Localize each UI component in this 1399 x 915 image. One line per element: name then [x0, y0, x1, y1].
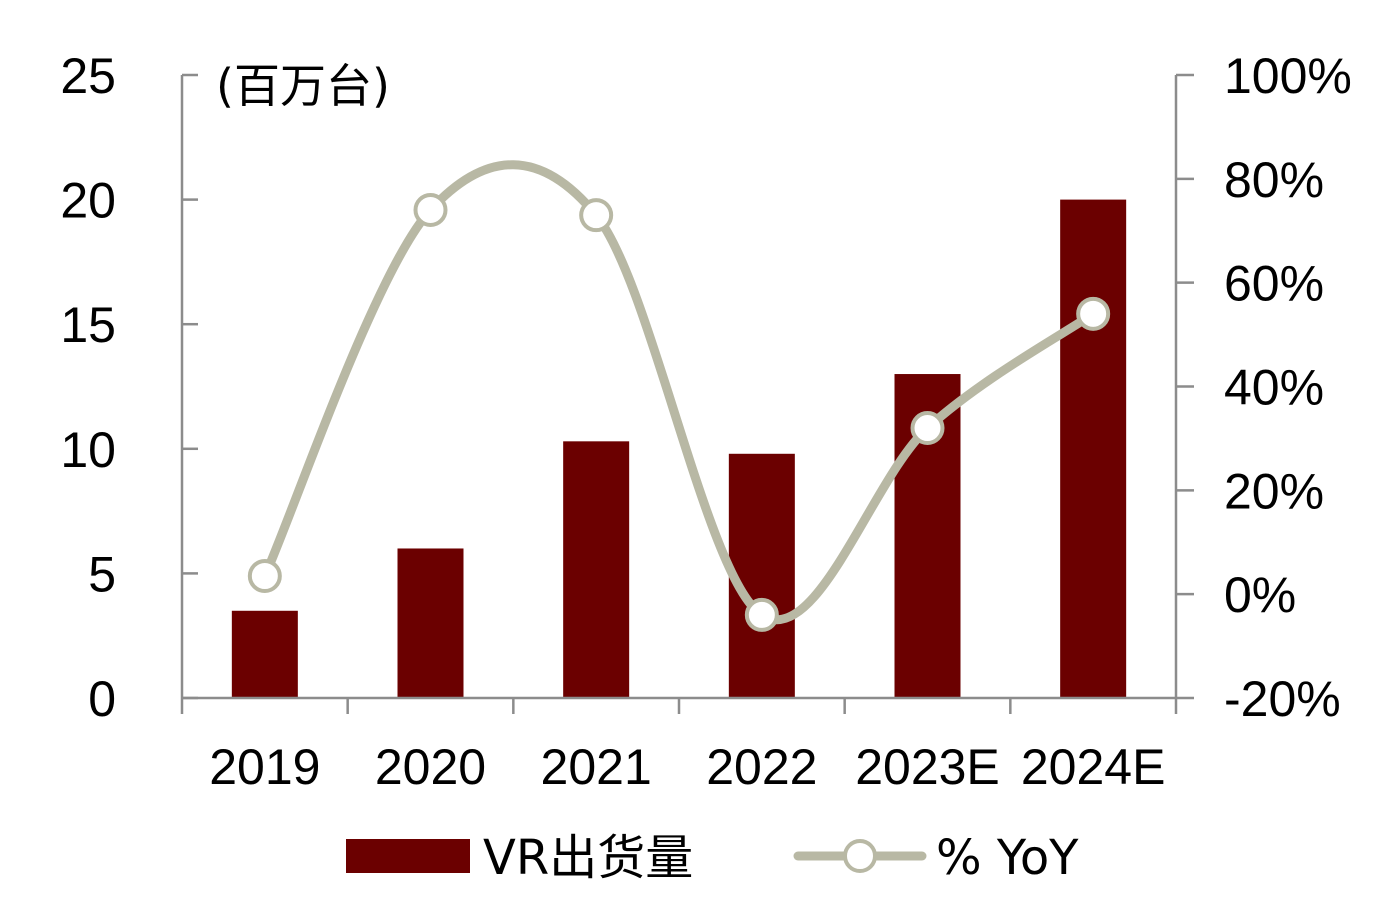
right-tick-label: 40% [1224, 360, 1324, 416]
right-tick-label: 100% [1224, 48, 1352, 104]
legend: VR出货量 % YoY [346, 830, 1079, 886]
legend-line-marker [843, 839, 877, 873]
bar-2019 [231, 610, 298, 698]
yoy-point-2020 [413, 192, 448, 227]
yoy-point-2024E [1076, 296, 1111, 331]
x-tick-label: 2020 [375, 739, 486, 795]
legend-line-label: % YoY [936, 830, 1079, 886]
right-axis-ticks: -20% 0% 20% 40% 60% 80% 100% [1176, 48, 1352, 727]
left-tick-label: 5 [88, 546, 116, 602]
right-tick-label: 60% [1224, 256, 1324, 312]
yoy-point-2022 [744, 597, 779, 632]
left-tick-label: 15 [60, 297, 116, 353]
legend-bar-label: VR出货量 [483, 830, 693, 886]
left-axis-ticks: 0 5 10 15 20 25 [60, 48, 198, 727]
yoy-line [260, 160, 1098, 625]
right-tick-label: -20% [1224, 671, 1341, 727]
bar-2024E [1060, 199, 1127, 698]
left-axis-unit-label: (百万台) [216, 59, 390, 113]
legend-bar-swatch [346, 839, 470, 873]
x-tick-label: 2022 [706, 739, 817, 795]
right-tick-label: 20% [1224, 463, 1324, 519]
left-tick-label: 10 [60, 422, 116, 478]
x-tick-label: 2024E [1021, 739, 1166, 795]
x-axis-ticks: 2019 2020 2021 2022 2023E 2024E [180, 698, 1178, 795]
yoy-markers [247, 192, 1111, 632]
bar-series [231, 199, 1127, 698]
yoy-point-2023E [910, 411, 945, 446]
yoy-point-2019 [247, 558, 282, 593]
bar-2022 [728, 453, 795, 698]
right-tick-label: 0% [1224, 567, 1296, 623]
x-tick-label: 2019 [209, 739, 320, 795]
yoy-point-2021 [579, 198, 614, 233]
bar-2020 [397, 548, 464, 698]
bar-2021 [563, 441, 630, 698]
right-tick-label: 80% [1224, 152, 1324, 208]
left-tick-label: 20 [60, 173, 116, 229]
left-tick-label: 0 [88, 671, 116, 727]
left-tick-label: 25 [60, 48, 116, 104]
x-tick-label: 2023E [855, 739, 1000, 795]
x-tick-label: 2021 [541, 739, 652, 795]
